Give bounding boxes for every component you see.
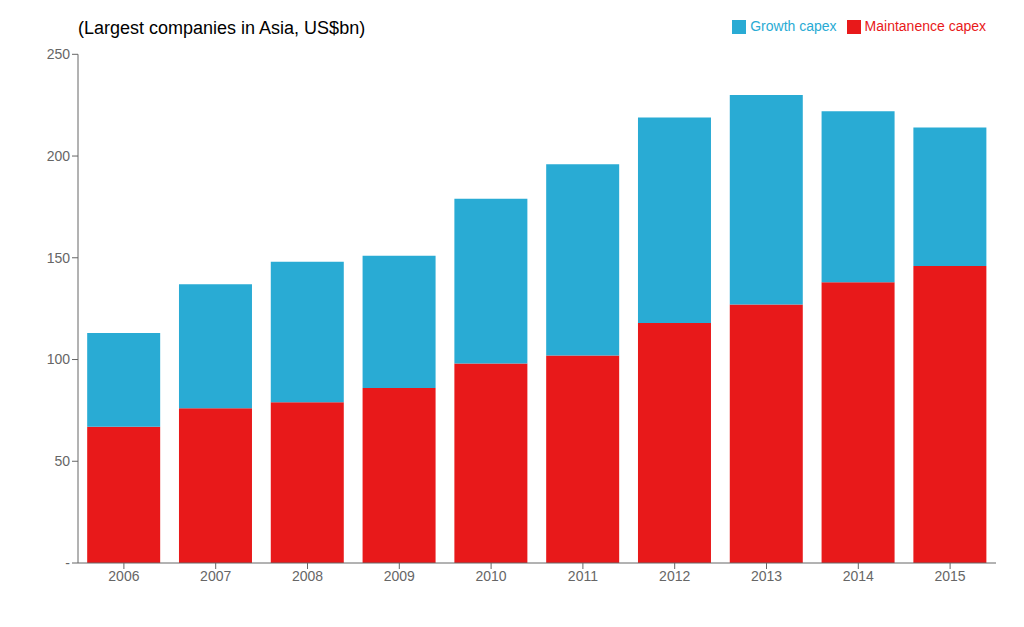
svg-text:2007: 2007 <box>200 568 231 584</box>
svg-text:250: 250 <box>47 46 71 62</box>
svg-text:2015: 2015 <box>935 568 966 584</box>
svg-text:100: 100 <box>47 351 71 367</box>
html-text:Growth capex: Growth capex <box>750 18 837 34</box>
svg-text:2011: 2011 <box>568 568 598 584</box>
html-text:Maintanence capex: Maintanence capex <box>864 18 986 34</box>
svg-text:2009: 2009 <box>384 568 415 584</box>
svg-text:2013: 2013 <box>751 568 782 584</box>
svg-text:-: - <box>65 555 70 571</box>
svg-text:2014: 2014 <box>843 568 874 584</box>
svg-text:2006: 2006 <box>108 568 139 584</box>
svg-text:50: 50 <box>54 453 70 469</box>
svg-text:2012: 2012 <box>659 568 690 584</box>
svg-text:2010: 2010 <box>476 568 507 584</box>
svg-text:2008: 2008 <box>292 568 323 584</box>
svg-text:150: 150 <box>47 250 71 266</box>
html-text:(Largest companies in Asia, US: (Largest companies in Asia, US$bn) <box>78 18 366 38</box>
svg-text:200: 200 <box>47 148 71 164</box>
